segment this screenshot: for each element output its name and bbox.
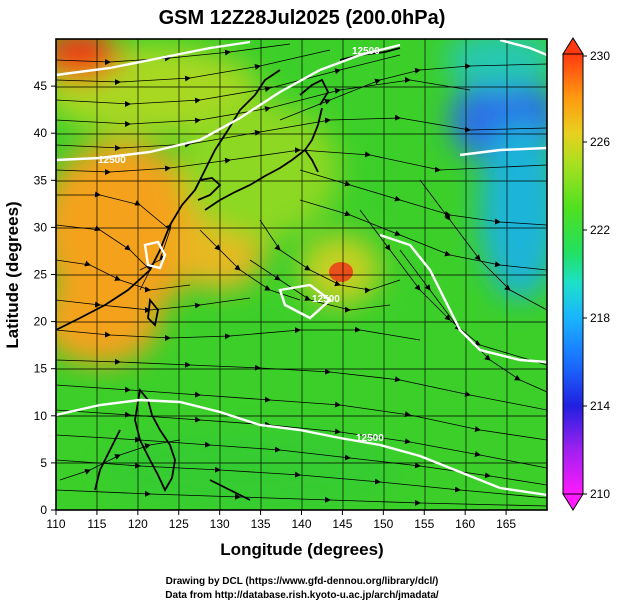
x-axis-label: Longitude (degrees) (220, 540, 383, 559)
x-tick-label: 160 (455, 517, 475, 531)
x-tick-label: 135 (251, 517, 271, 531)
y-tick-label: 45 (34, 79, 48, 93)
y-tick-label: 40 (34, 126, 48, 140)
colorbar-tick-label: 210 (590, 487, 610, 501)
temperature-field (56, 39, 547, 510)
y-tick-label: 30 (34, 220, 48, 234)
colorbar-tick-label: 214 (590, 399, 610, 413)
y-tick-label: 20 (34, 315, 48, 329)
map-title: GSM 12Z28Jul2025 (200.0hPa) (159, 7, 446, 29)
x-tick-label: 125 (169, 517, 189, 531)
x-axis: 110 115 120 125 130 135 140 145 150 155 160 165 (46, 510, 516, 531)
x-tick-label: 120 (128, 517, 148, 531)
x-tick-label: 110 (46, 517, 65, 531)
y-tick-label: 0 (40, 503, 47, 517)
credit-line: Data from http://database.rish.kyoto-u.a… (165, 590, 439, 601)
x-tick-label: 115 (87, 517, 106, 531)
x-tick-label: 155 (414, 517, 434, 531)
x-tick-label: 150 (373, 517, 393, 531)
y-tick-label: 5 (40, 456, 47, 470)
y-tick-label: 10 (34, 409, 48, 423)
x-tick-label: 130 (210, 517, 230, 531)
colorbar-tick-label: 226 (590, 135, 610, 149)
contour-label: 12500 (352, 46, 380, 57)
y-tick-label: 15 (34, 362, 48, 376)
colorbar-tick-label: 218 (590, 311, 610, 325)
credit-line: Drawing by DCL (https://www.gfd-dennou.o… (166, 576, 439, 587)
colorbar-tick-label: 222 (590, 223, 610, 237)
y-axis: 0 5 10 15 20 25 30 35 40 45 (34, 79, 56, 517)
contour-label: 12500 (98, 155, 126, 166)
x-tick-label: 140 (291, 517, 311, 531)
colorbar-tick-label: 230 (590, 49, 610, 63)
contour-label: 12500 (356, 433, 384, 444)
x-tick-label: 165 (496, 517, 516, 531)
colorbar: 230 226 222 218 214 210 (562, 37, 610, 511)
y-tick-label: 25 (34, 268, 48, 282)
height-contours (56, 39, 547, 497)
y-axis-label: Latitude (degrees) (3, 201, 22, 348)
streamlines (56, 43, 547, 507)
y-tick-label: 35 (34, 173, 48, 187)
x-tick-label: 145 (332, 517, 352, 531)
contour-label: 12500 (312, 294, 340, 305)
